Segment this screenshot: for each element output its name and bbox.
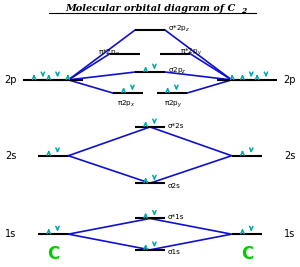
Text: 1s: 1s — [284, 229, 295, 239]
Text: π2p$_x$: π2p$_x$ — [117, 99, 136, 109]
Text: π*2p$_y$: π*2p$_y$ — [180, 47, 202, 58]
Text: C: C — [241, 245, 253, 263]
Text: π2p$_y$: π2p$_y$ — [164, 98, 183, 110]
Text: σ2p$_z$: σ2p$_z$ — [168, 66, 186, 76]
Text: 2p: 2p — [283, 75, 296, 85]
Text: C: C — [47, 245, 59, 263]
Text: σ1s: σ1s — [168, 249, 181, 256]
Text: Molecular orbital diagram of C: Molecular orbital diagram of C — [65, 4, 235, 13]
Text: σ2s: σ2s — [168, 183, 181, 189]
Text: σ*2p$_z$: σ*2p$_z$ — [168, 24, 190, 34]
Text: σ*1s: σ*1s — [168, 214, 184, 221]
Text: π*2p$_x$: π*2p$_x$ — [98, 48, 120, 58]
Text: σ*2s: σ*2s — [168, 123, 184, 129]
Text: 2: 2 — [241, 7, 246, 15]
Text: 2s: 2s — [284, 151, 295, 161]
Text: 2p: 2p — [4, 75, 17, 85]
Text: 2s: 2s — [5, 151, 16, 161]
Text: 1s: 1s — [5, 229, 16, 239]
